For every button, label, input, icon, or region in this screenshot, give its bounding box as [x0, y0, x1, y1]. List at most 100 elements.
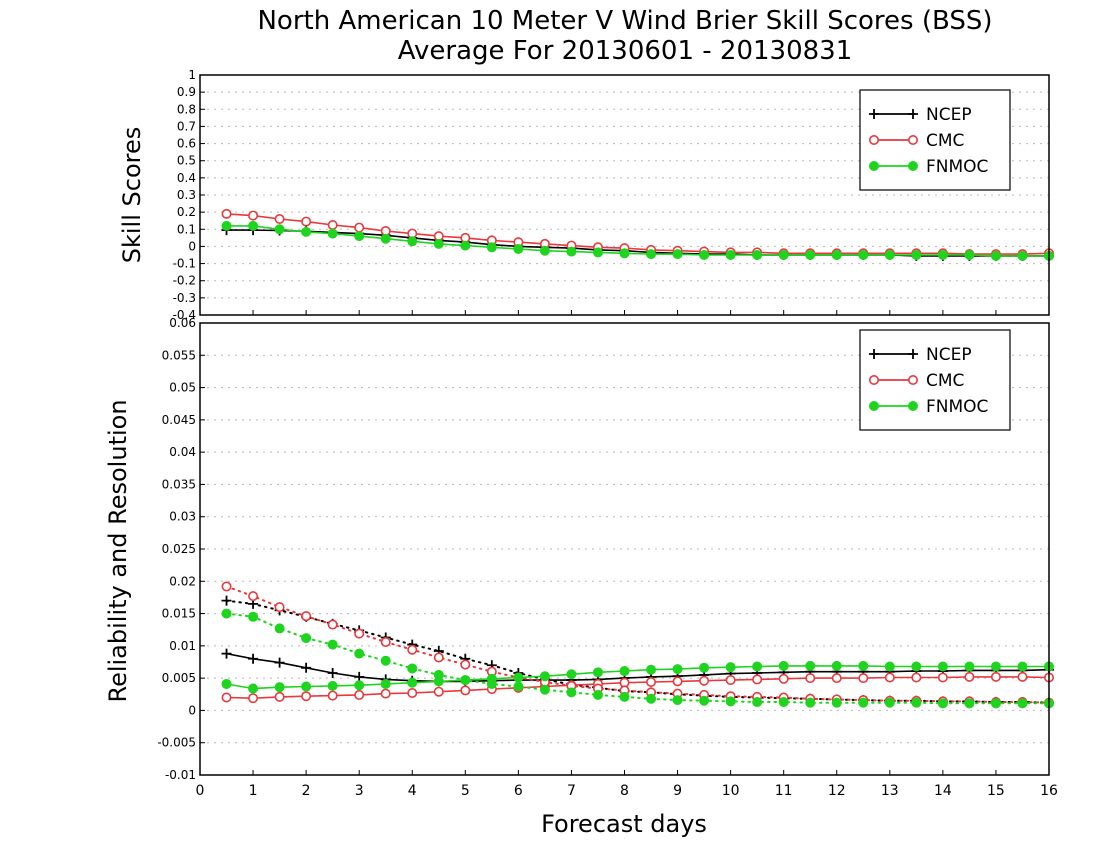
- bottom-fnmoc-point: [619, 691, 630, 702]
- bottom-cmc-point: [433, 652, 444, 663]
- top-y-tick-label: -0.2: [173, 274, 196, 288]
- top-fnmoc-point: [327, 228, 338, 239]
- x-tick-label: 4: [408, 783, 417, 799]
- bottom-cmc-point: [752, 674, 763, 685]
- bottom-fnmoc-point: [274, 623, 285, 634]
- bottom-y-tick-label: 0.01: [169, 639, 196, 653]
- top-y-tick-label: 1: [188, 68, 196, 82]
- bottom-fnmoc-point: [831, 660, 842, 671]
- top-fnmoc-point: [486, 242, 497, 253]
- bottom-y-tick-label: -0.01: [165, 768, 196, 782]
- top-fnmoc-point: [778, 250, 789, 260]
- bottom-fnmoc-point: [884, 697, 895, 708]
- bottom-cmc-point: [911, 672, 922, 683]
- top-cmc-point: [354, 222, 365, 233]
- top-panel: -0.4 -0.3 -0.2 -0.1 0 0.1 0.2 0.3 0.4 0.5 0.6 0.7 0.…: [118, 68, 1055, 322]
- bottom-cmc-point: [407, 644, 418, 655]
- top-fnmoc-point: [805, 250, 816, 260]
- top-legend-label-ncep: NCEP: [926, 105, 972, 125]
- bottom-fnmoc-point: [301, 633, 312, 644]
- top-fnmoc-point: [990, 250, 1001, 261]
- bottom-fnmoc-point: [460, 675, 471, 686]
- top-y-tick-label: 0.6: [177, 137, 196, 151]
- bottom-fnmoc-point: [725, 696, 736, 707]
- bottom-panel: -0.01 -0.005 0 0.005 0.01 0.015 0.02 0.025 0.03 0…: [104, 316, 1058, 838]
- top-fnmoc-point: [699, 250, 710, 260]
- bottom-cmc-point: [964, 671, 975, 682]
- bottom-cmc-point: [858, 673, 869, 684]
- top-fnmoc-point: [513, 244, 524, 254]
- bottom-cmc-point: [301, 691, 312, 702]
- x-tick-label: 6: [514, 783, 523, 799]
- bottom-cmc-point: [354, 628, 365, 639]
- bottom-fnmoc-point: [619, 666, 630, 677]
- bottom-y-tick-label: 0.05: [169, 381, 196, 395]
- bottom-y-tick-label: -0.005: [157, 736, 196, 750]
- bottom-series-line-cmc-solid: [226, 676, 1050, 700]
- bottom-plot-frame: [199, 322, 1050, 776]
- bottom-legend-marker-fnmoc: [869, 401, 879, 411]
- bottom-cmc-point: [407, 687, 418, 698]
- top-cmc-point: [301, 216, 312, 227]
- top-legend-marker-cmc: [907, 135, 918, 146]
- top-fnmoc-point: [619, 248, 630, 259]
- bottom-fnmoc-point: [752, 661, 763, 672]
- top-fnmoc-point: [646, 249, 657, 260]
- bottom-ncep-point: [327, 667, 338, 678]
- bottom-fnmoc-point: [911, 697, 922, 708]
- x-tick-label: 14: [934, 783, 952, 799]
- bottom-fnmoc-point: [592, 667, 603, 678]
- bottom-fnmoc-point: [911, 661, 922, 672]
- top-fnmoc-point: [831, 250, 842, 260]
- bottom-fnmoc-point: [646, 664, 657, 675]
- bottom-cmc-point: [699, 675, 710, 686]
- top-fnmoc-point: [592, 247, 603, 258]
- top-fnmoc-point: [433, 238, 444, 249]
- bottom-ncep-point: [221, 648, 232, 659]
- x-tick-label: 13: [881, 783, 899, 799]
- bottom-cmc-point: [301, 611, 312, 622]
- x-tick-label: 1: [249, 783, 258, 799]
- bottom-y-tick-label: 0.035: [162, 477, 196, 491]
- bottom-fnmoc-point: [964, 661, 975, 672]
- bottom-fnmoc-point: [513, 681, 524, 692]
- bottom-fnmoc-point: [858, 697, 869, 708]
- bottom-fnmoc-point: [486, 678, 497, 689]
- bottom-cmc-point: [221, 581, 232, 592]
- bottom-cmc-point: [327, 619, 338, 630]
- top-y-tick-label: 0.8: [177, 102, 196, 116]
- x-tick-label: 16: [1040, 783, 1058, 799]
- bottom-cmc-point: [380, 636, 391, 647]
- bottom-fnmoc-point: [778, 697, 789, 708]
- top-fnmoc-point: [1017, 250, 1028, 261]
- bottom-cmc-point: [380, 688, 391, 699]
- top-series-line-cmc: [226, 213, 1050, 255]
- bottom-fnmoc-point: [699, 662, 710, 673]
- bottom-fnmoc-point: [566, 687, 577, 698]
- top-fnmoc-point: [301, 226, 312, 237]
- bottom-fnmoc-point: [513, 672, 524, 683]
- top-fnmoc-point: [221, 220, 232, 231]
- bottom-fnmoc-point: [274, 682, 285, 693]
- top-fnmoc-point: [672, 249, 683, 260]
- bottom-legend-label-cmc: CMC: [926, 371, 964, 391]
- bottom-fnmoc-point: [1017, 661, 1028, 672]
- bottom-fnmoc-point: [725, 662, 736, 673]
- top-fnmoc-point: [752, 250, 763, 260]
- bottom-series-line-ncep-dotted: [225, 599, 1050, 704]
- bottom-fnmoc-point: [433, 669, 444, 680]
- top-legend-marker-fnmoc: [869, 161, 879, 171]
- top-y-tick-label: -0.4: [173, 308, 196, 322]
- top-y-tick-label: 0.7: [177, 119, 196, 133]
- top-y-tick-label: 0.2: [177, 205, 196, 219]
- top-legend-label-fnmoc: FNMOC: [926, 157, 988, 177]
- bottom-fnmoc-point: [937, 698, 948, 709]
- bottom-fnmoc-point: [407, 677, 418, 688]
- top-fnmoc-point: [937, 250, 948, 260]
- bottom-cmc-point: [221, 692, 232, 703]
- bottom-fnmoc-point: [858, 660, 869, 671]
- bottom-fnmoc-point: [964, 698, 975, 709]
- top-plot-frame: [199, 74, 1050, 316]
- bottom-legend-label-fnmoc: FNMOC: [926, 397, 988, 417]
- x-tick-label: 5: [461, 783, 470, 799]
